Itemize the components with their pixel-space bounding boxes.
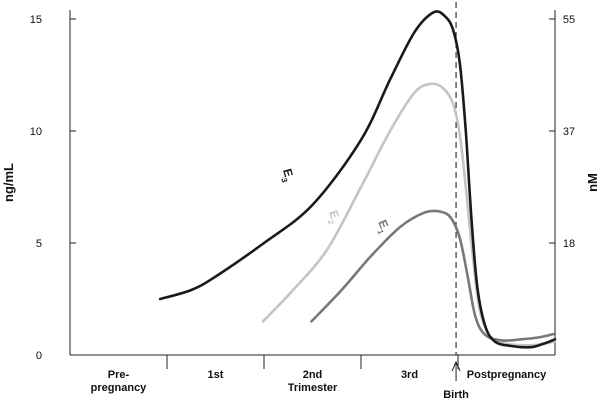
y-tick-label-right: 55 [563,14,575,26]
series-line-e2 [261,82,557,347]
axes: 0 5 10 15 18 37 55 [30,2,575,381]
y-tick-label-right: 18 [563,238,575,250]
series-label-main: E [326,209,342,221]
y-tick-label-left: 5 [36,238,42,250]
series-label-main: E [280,167,296,178]
series-label-sub: 1 [375,228,385,236]
series-label-e2: E2 [323,209,343,227]
phase-label: Trimester [288,382,338,394]
y-axis-title-left: ng/mL [1,163,16,202]
series-line-e1 [310,209,557,342]
series-label-e3: E3 [277,167,297,184]
birth-label: Birth [443,389,469,401]
series-group [158,10,557,349]
phase-label: pregnancy [91,382,148,394]
phase-label: 1st [208,369,224,381]
series-label-e1: E1 [372,218,393,236]
phase-label: 3rd [401,369,418,381]
series-label-text: E2 [323,209,343,227]
birth-arrow-head [451,360,461,372]
y-tick-label-left: 15 [30,14,42,26]
phase-label: Postpregnancy [467,369,547,381]
series-label-sub: 2 [326,219,336,227]
y-tick-label-left: 10 [30,126,42,138]
y-axis-title-right: nM [585,173,600,192]
y-tick-label-right: 37 [563,126,575,138]
series-label-text: E3 [277,167,297,184]
series-label-sub: 3 [279,177,289,184]
series-label-text: E1 [372,218,393,236]
series-line-e3 [158,10,557,349]
y-tick-label-left: 0 [36,350,42,362]
phase-label: Pre- [108,369,130,381]
phase-label: 2nd [303,369,323,381]
